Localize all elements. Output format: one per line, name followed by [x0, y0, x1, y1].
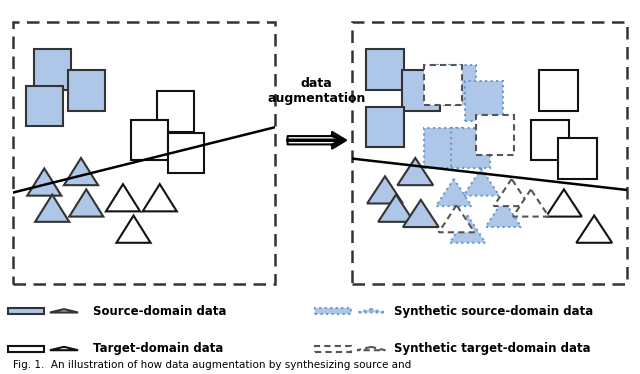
Polygon shape — [438, 205, 474, 232]
Polygon shape — [397, 158, 433, 185]
Polygon shape — [486, 200, 521, 227]
FancyBboxPatch shape — [476, 115, 515, 155]
FancyBboxPatch shape — [437, 65, 476, 105]
Polygon shape — [436, 179, 472, 206]
Polygon shape — [50, 347, 78, 350]
Polygon shape — [50, 309, 78, 313]
FancyBboxPatch shape — [157, 91, 194, 132]
Polygon shape — [378, 194, 414, 222]
FancyBboxPatch shape — [451, 128, 490, 168]
FancyBboxPatch shape — [8, 308, 44, 314]
Polygon shape — [357, 347, 385, 350]
Polygon shape — [116, 215, 150, 243]
FancyBboxPatch shape — [531, 120, 570, 160]
Polygon shape — [450, 215, 486, 243]
Polygon shape — [576, 215, 612, 243]
Polygon shape — [493, 179, 529, 206]
FancyBboxPatch shape — [26, 86, 63, 126]
FancyBboxPatch shape — [366, 49, 404, 90]
Polygon shape — [143, 184, 177, 211]
Polygon shape — [28, 168, 61, 196]
FancyBboxPatch shape — [401, 70, 440, 111]
FancyBboxPatch shape — [559, 138, 597, 179]
Polygon shape — [69, 189, 103, 217]
FancyArrowPatch shape — [287, 132, 346, 148]
FancyBboxPatch shape — [68, 70, 105, 111]
Polygon shape — [463, 168, 499, 196]
Text: Synthetic target-domain data: Synthetic target-domain data — [394, 342, 590, 355]
FancyBboxPatch shape — [366, 107, 404, 147]
Polygon shape — [64, 158, 98, 185]
Text: Target-domain data: Target-domain data — [93, 342, 223, 355]
Polygon shape — [513, 189, 548, 217]
FancyBboxPatch shape — [168, 133, 204, 174]
FancyBboxPatch shape — [131, 120, 168, 160]
Polygon shape — [35, 194, 69, 222]
Polygon shape — [403, 200, 438, 227]
FancyBboxPatch shape — [539, 70, 578, 111]
Text: Source-domain data: Source-domain data — [93, 305, 227, 318]
FancyBboxPatch shape — [424, 65, 462, 105]
FancyBboxPatch shape — [315, 308, 351, 314]
Polygon shape — [357, 309, 385, 313]
Text: Synthetic source-domain data: Synthetic source-domain data — [394, 305, 593, 318]
Text: data
augmentation: data augmentation — [268, 77, 366, 105]
Polygon shape — [367, 176, 403, 203]
Polygon shape — [546, 189, 582, 217]
FancyBboxPatch shape — [315, 346, 351, 352]
FancyBboxPatch shape — [34, 49, 70, 90]
FancyBboxPatch shape — [465, 81, 504, 121]
Text: Fig. 1.  An illustration of how data augmentation by synthesizing source and: Fig. 1. An illustration of how data augm… — [13, 360, 411, 370]
FancyBboxPatch shape — [424, 128, 462, 168]
Polygon shape — [106, 184, 140, 211]
FancyBboxPatch shape — [8, 346, 44, 352]
